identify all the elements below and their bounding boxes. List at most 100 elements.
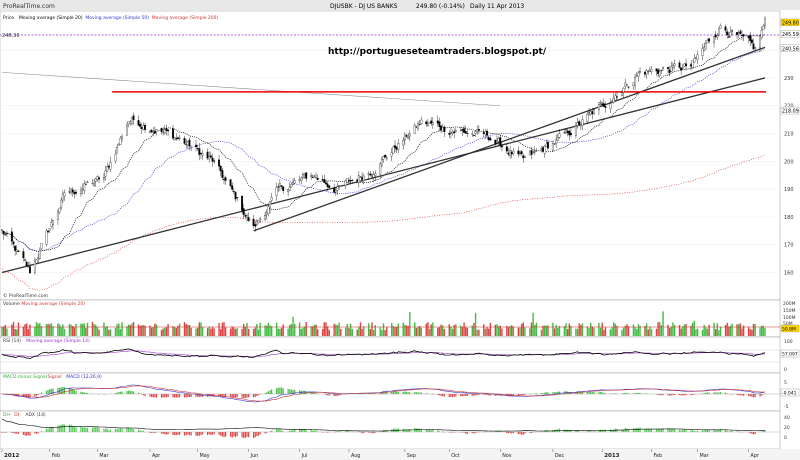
dmi-bar bbox=[647, 428, 649, 432]
volume-bar bbox=[315, 324, 317, 336]
candle-body bbox=[680, 67, 683, 71]
dmi-legend: DI+ DI- ADX (14) bbox=[3, 412, 46, 418]
macd-bar bbox=[489, 394, 491, 396]
dmi-histogram bbox=[0, 418, 780, 439]
macd-bar bbox=[167, 394, 169, 398]
macd-bar bbox=[303, 390, 306, 394]
macd-bar bbox=[119, 391, 121, 394]
volume-bar bbox=[414, 322, 416, 336]
candle-body bbox=[719, 25, 722, 29]
macd-bar bbox=[552, 392, 554, 394]
dmi-bar bbox=[211, 432, 214, 435]
volume-bar bbox=[323, 322, 326, 336]
dmi-bar bbox=[132, 429, 135, 432]
volume-bar bbox=[555, 324, 557, 336]
macd-bar bbox=[244, 394, 246, 398]
candle-body bbox=[277, 186, 280, 188]
macd-bar bbox=[419, 392, 421, 394]
volume-bar bbox=[382, 323, 385, 336]
macd-bar bbox=[340, 394, 342, 396]
candle-body bbox=[489, 138, 492, 141]
macd-bar bbox=[581, 392, 584, 394]
dmi-bar bbox=[17, 432, 20, 434]
dmi-bar bbox=[208, 432, 210, 435]
volume-bar bbox=[749, 328, 751, 336]
dmi-bar bbox=[103, 428, 105, 432]
candle-body bbox=[267, 206, 270, 214]
candle-body bbox=[298, 179, 301, 181]
volume-bar bbox=[701, 329, 704, 336]
dmi-bar bbox=[371, 432, 373, 434]
legend-entry: DI+ bbox=[3, 412, 12, 418]
candle-body bbox=[754, 47, 757, 50]
macd-bar bbox=[154, 394, 156, 398]
volume-bar bbox=[496, 324, 498, 336]
macd-bar bbox=[690, 394, 692, 396]
candle-body bbox=[56, 211, 59, 220]
dmi-bar bbox=[27, 432, 29, 436]
candle-body bbox=[38, 249, 41, 259]
dmi-bar bbox=[705, 429, 707, 432]
candle-body bbox=[602, 103, 605, 107]
macd-bar bbox=[478, 394, 480, 395]
price-badge-label: 245.59 bbox=[782, 32, 799, 38]
candle-body bbox=[4, 234, 7, 236]
candle-body bbox=[280, 185, 283, 187]
macd-bar bbox=[333, 394, 335, 397]
x-tick-label: Dec bbox=[555, 453, 565, 459]
dmi-bar bbox=[190, 432, 192, 436]
candle-body bbox=[530, 150, 533, 155]
volume-bar bbox=[520, 323, 523, 336]
macd-bar bbox=[701, 393, 704, 394]
macd-bar bbox=[682, 394, 684, 396]
macd-bar bbox=[673, 394, 676, 396]
volume-bar bbox=[150, 327, 153, 336]
volume-bar bbox=[175, 327, 178, 336]
volume-bar bbox=[611, 327, 613, 336]
dmi-bar bbox=[22, 432, 24, 435]
macd-bar bbox=[720, 392, 722, 394]
macd-bar bbox=[326, 394, 329, 396]
volume-bar bbox=[195, 328, 197, 336]
volume-bar bbox=[198, 322, 201, 336]
candle-body bbox=[24, 259, 26, 261]
candle-body bbox=[476, 128, 479, 132]
dmi-bar bbox=[172, 432, 174, 436]
dmi-bar bbox=[257, 432, 260, 436]
volume-bar bbox=[639, 325, 641, 336]
dmi-bar bbox=[269, 431, 271, 432]
volume-bar bbox=[534, 324, 536, 336]
macd-bar bbox=[52, 388, 54, 394]
macd-bar bbox=[601, 392, 603, 394]
volume-bar bbox=[563, 325, 566, 336]
volume-bar bbox=[565, 323, 567, 336]
volume-bar bbox=[558, 325, 561, 336]
candle-body bbox=[58, 207, 61, 213]
volume-bar bbox=[200, 322, 202, 336]
candle-body bbox=[764, 18, 766, 26]
volume-bar bbox=[254, 327, 256, 336]
volume-bars bbox=[0, 311, 780, 336]
dmi-bar bbox=[95, 427, 97, 432]
dmi-bar bbox=[335, 431, 337, 432]
macd-bar bbox=[118, 392, 120, 394]
macd-bar bbox=[103, 394, 105, 395]
candle-body bbox=[206, 151, 209, 159]
volume-bar bbox=[409, 312, 411, 336]
candle-body bbox=[167, 129, 170, 132]
macd-bar bbox=[624, 392, 626, 394]
candle-body bbox=[155, 129, 158, 133]
macd-bar bbox=[34, 394, 36, 397]
dmi-bar bbox=[154, 432, 156, 434]
candle-body bbox=[397, 143, 400, 150]
dmi-bar bbox=[373, 432, 375, 434]
candle-body bbox=[668, 69, 671, 73]
dmi-bar bbox=[187, 432, 189, 435]
candle-body bbox=[86, 181, 89, 183]
macd-bar bbox=[220, 394, 222, 397]
legend-entry: DI- bbox=[14, 412, 21, 418]
volume-bar bbox=[613, 322, 615, 336]
macd-bar bbox=[345, 394, 347, 395]
candle-body bbox=[265, 212, 268, 215]
volume-bar bbox=[326, 326, 329, 336]
